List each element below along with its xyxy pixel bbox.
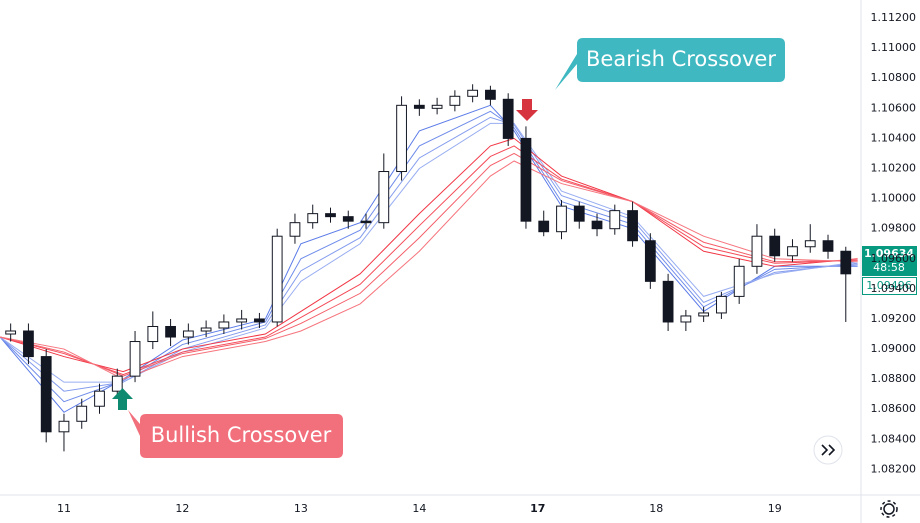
second-price-box bbox=[862, 277, 917, 295]
y-tick-label: 1.10600 bbox=[871, 101, 917, 114]
x-tick-label: 14 bbox=[412, 502, 426, 515]
candle-body bbox=[182, 330, 194, 338]
x-tick-label: 18 bbox=[649, 502, 663, 515]
candle-body bbox=[538, 220, 550, 233]
ma-line bbox=[0, 104, 858, 413]
candle-body bbox=[502, 98, 514, 139]
y-tick-label: 1.10200 bbox=[871, 162, 917, 175]
ma-line bbox=[0, 137, 858, 373]
candle-body bbox=[485, 89, 496, 100]
candle-body bbox=[325, 213, 336, 218]
candle-body bbox=[822, 240, 834, 252]
candle-body bbox=[680, 315, 692, 323]
candle-body bbox=[342, 216, 354, 222]
bullish-callout bbox=[128, 410, 343, 458]
scroll-icon bbox=[821, 444, 836, 456]
candle-body bbox=[165, 325, 176, 338]
settings-icon-teeth bbox=[880, 500, 898, 518]
candle-body bbox=[733, 265, 745, 297]
ma-line bbox=[0, 152, 858, 377]
candle-body bbox=[40, 356, 52, 433]
candle-body bbox=[76, 405, 88, 422]
ma-line bbox=[0, 160, 858, 380]
candle-body bbox=[58, 420, 70, 433]
x-tick-label: 19 bbox=[768, 502, 782, 515]
candle-body bbox=[449, 95, 461, 106]
x-tick-label: 12 bbox=[175, 502, 189, 515]
y-tick-label: 1.08800 bbox=[871, 372, 917, 385]
y-tick-label: 1.11000 bbox=[871, 41, 917, 54]
candle-body bbox=[609, 210, 621, 230]
candle-body bbox=[751, 235, 763, 267]
candle-body bbox=[573, 205, 585, 222]
y-tick-label: 1.09200 bbox=[871, 312, 917, 325]
candle-body bbox=[111, 375, 123, 392]
bullish-label: Bullish Crossover bbox=[151, 423, 332, 447]
y-tick-label: 1.11200 bbox=[871, 11, 917, 24]
y-tick-label: 1.09800 bbox=[871, 222, 917, 235]
x-tick-label: 13 bbox=[294, 502, 308, 515]
candle-body bbox=[431, 104, 443, 109]
candle-body bbox=[360, 220, 372, 224]
candle-body bbox=[467, 89, 479, 97]
candle-body bbox=[769, 235, 781, 257]
candle-body bbox=[147, 325, 159, 343]
candle-body bbox=[556, 205, 567, 233]
candle-body bbox=[307, 213, 319, 224]
candle-body bbox=[396, 104, 407, 173]
candle-body bbox=[218, 321, 230, 329]
candle-body bbox=[23, 330, 34, 358]
y-tick-label: 1.10000 bbox=[871, 192, 917, 205]
second-price: 1.09496 bbox=[866, 279, 912, 292]
y-tick-label: 1.10400 bbox=[871, 131, 917, 144]
candle-body bbox=[378, 171, 390, 224]
candle-body bbox=[627, 210, 638, 242]
y-tick-label: 1.10800 bbox=[871, 71, 917, 84]
candle-body bbox=[840, 250, 852, 275]
candle-body bbox=[236, 318, 248, 323]
candle-body bbox=[787, 246, 798, 257]
x-tick-label: 17 bbox=[530, 502, 545, 515]
y-tick-label: 1.08400 bbox=[871, 432, 917, 445]
candle-body bbox=[271, 235, 283, 323]
bullish-arrow bbox=[112, 388, 133, 410]
y-tick-label: 1.09600 bbox=[871, 252, 917, 265]
ma-line bbox=[0, 145, 858, 376]
candle-body bbox=[5, 330, 17, 335]
candle-body bbox=[662, 280, 674, 323]
last-price-box bbox=[862, 246, 917, 276]
candle-body bbox=[200, 327, 212, 332]
candle-body bbox=[254, 318, 265, 323]
plot bbox=[0, 84, 858, 452]
candle-body bbox=[591, 220, 603, 230]
candle-body bbox=[644, 240, 656, 282]
bearish-label: Bearish Crossover bbox=[586, 47, 776, 71]
y-tick-label: 1.09400 bbox=[871, 282, 917, 295]
x-tick-label: 11 bbox=[57, 502, 71, 515]
settings-icon[interactable] bbox=[883, 503, 895, 515]
bearish-arrow bbox=[516, 99, 538, 121]
candle-body bbox=[413, 104, 425, 109]
last-price: 1.09634 bbox=[864, 247, 914, 260]
countdown: 48:58 bbox=[873, 261, 905, 274]
candle-body bbox=[94, 390, 105, 407]
candle-body bbox=[129, 341, 141, 377]
candle-body bbox=[804, 240, 816, 248]
y-tick-label: 1.08200 bbox=[871, 462, 917, 475]
candle-body bbox=[716, 295, 727, 314]
candle-body bbox=[520, 137, 532, 222]
y-tick-label: 1.09000 bbox=[871, 342, 917, 355]
candle-body bbox=[289, 222, 301, 237]
candle-body bbox=[698, 312, 710, 317]
y-tick-label: 1.08600 bbox=[871, 402, 917, 415]
bearish-callout bbox=[555, 38, 785, 90]
